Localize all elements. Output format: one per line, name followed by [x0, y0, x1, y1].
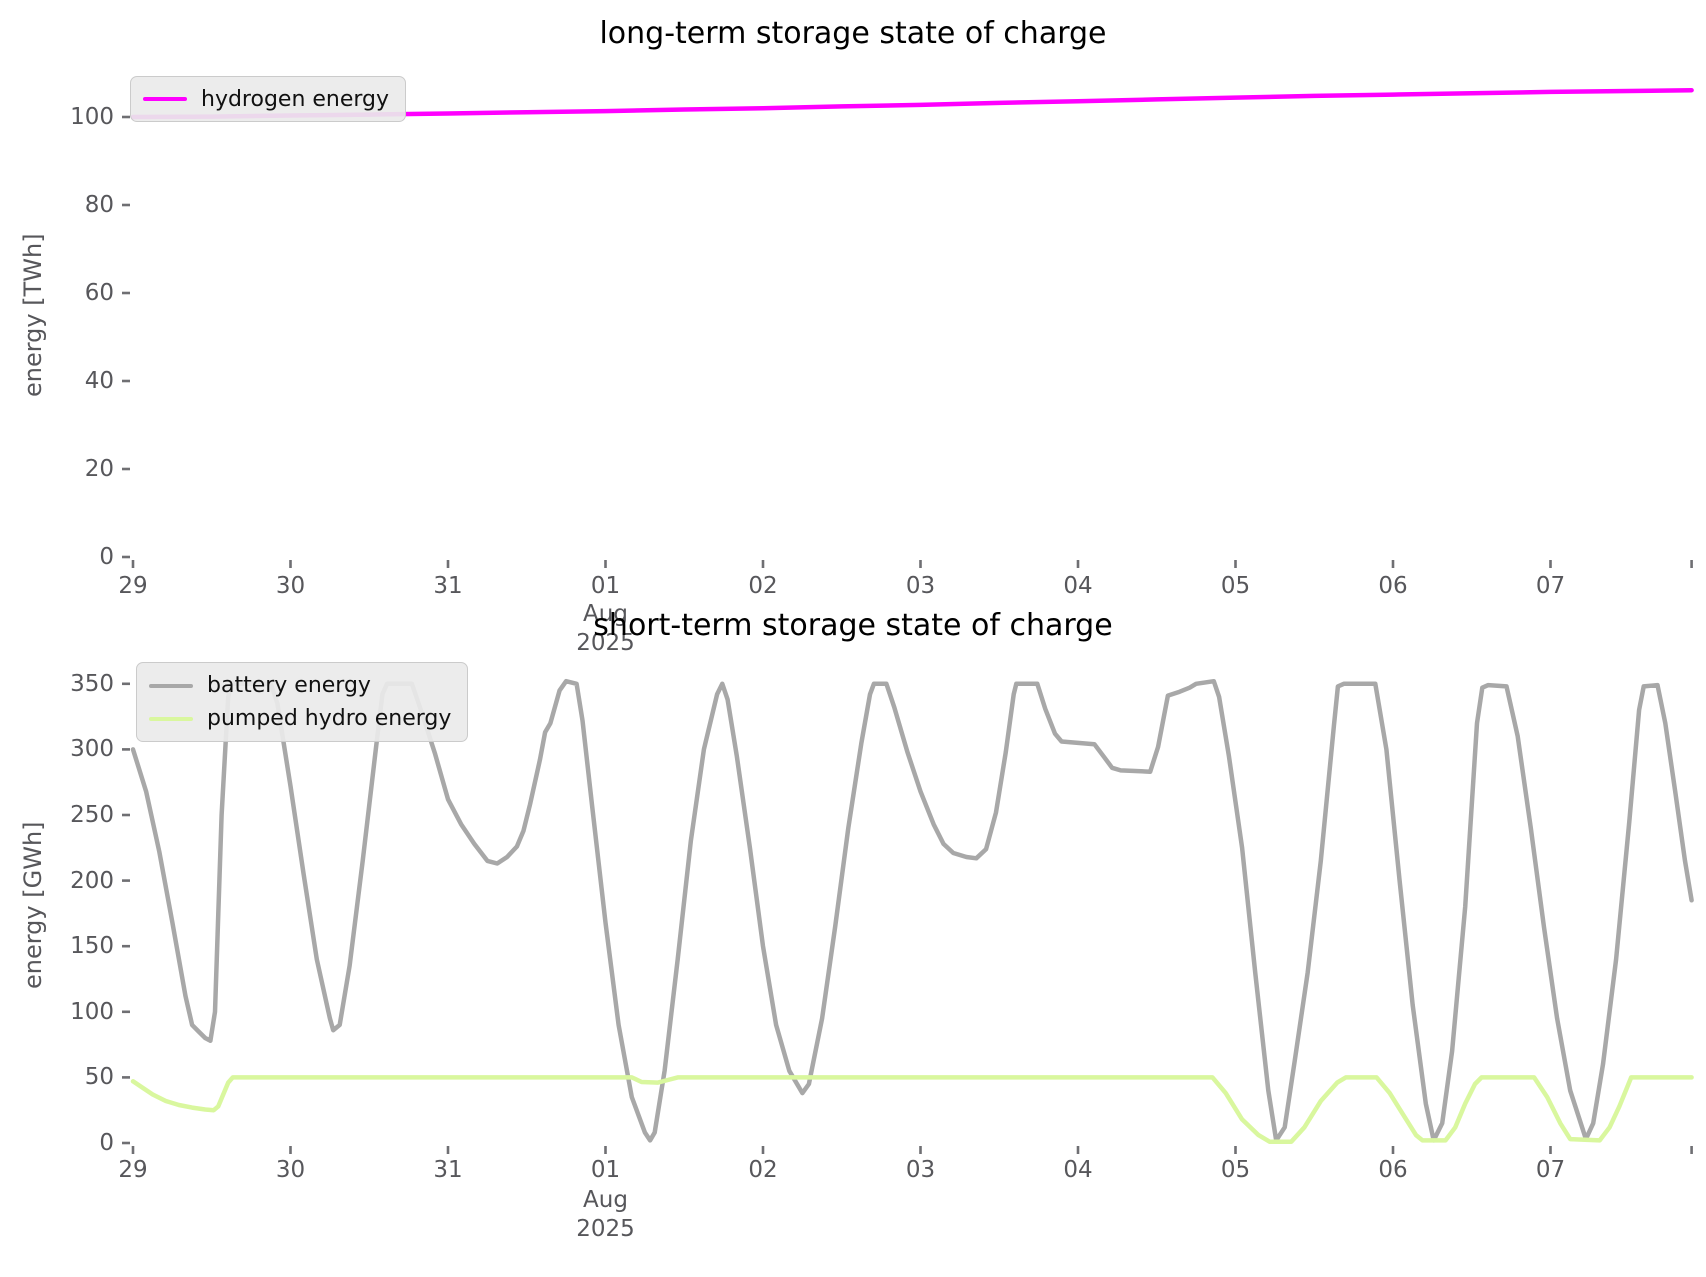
legend-item-pumped-hydro-energy: pumped hydro energy	[149, 706, 451, 731]
x-axis-month-label: Aug	[583, 1187, 628, 1213]
y-tick-label: 100	[70, 998, 114, 1025]
x-axis-year-label: 2025	[576, 630, 635, 656]
bottom-chart-title: short-term storage state of charge	[593, 608, 1113, 643]
x-axis-year-label: 2025	[576, 1216, 635, 1242]
legend-label: pumped hydro energy	[207, 706, 452, 731]
legend-item-hydrogen-energy: hydrogen energy	[143, 87, 389, 112]
x-tick-label: 30	[275, 1157, 306, 1183]
y-tick-label: 300	[70, 736, 114, 763]
x-tick-label: 31	[433, 573, 463, 599]
x-tick-label: 03	[905, 573, 936, 599]
legend-label: hydrogen energy	[201, 86, 390, 112]
bottom-chart-legend: battery energy pumped hydro energy	[136, 662, 469, 742]
hydrogen-energy-swatch	[143, 97, 187, 101]
x-tick-label: 05	[1220, 573, 1251, 599]
x-tick-label: 31	[433, 1157, 463, 1183]
x-tick-label: 01	[590, 1157, 621, 1183]
x-tick-label: 29	[118, 573, 148, 599]
x-tick-label: 06	[1378, 1157, 1408, 1183]
x-tick-label: 04	[1063, 573, 1093, 599]
y-tick-label: 150	[70, 933, 114, 960]
x-tick-label: 07	[1535, 1157, 1566, 1183]
top-y-axis-label: energy [TWh]	[19, 233, 47, 397]
x-tick-label: 06	[1378, 573, 1408, 599]
legend-label: battery energy	[207, 673, 371, 698]
x-tick-label: 29	[118, 1157, 148, 1183]
y-tick-label: 0	[99, 544, 114, 570]
x-tick-label: 01	[590, 573, 621, 599]
y-tick-label: 250	[70, 802, 114, 828]
y-tick-label: 0	[99, 1130, 114, 1156]
y-tick-label: 20	[84, 456, 114, 482]
bottom-y-axis-label: energy [GWh]	[19, 821, 47, 989]
pumped-hydro-energy-swatch	[149, 716, 193, 721]
x-axis-month-label: Aug	[583, 601, 628, 627]
legend-item-battery-energy: battery energy	[149, 673, 451, 698]
x-tick-label: 03	[905, 1157, 936, 1183]
x-tick-label: 02	[748, 1157, 778, 1183]
y-tick-label: 200	[70, 867, 114, 894]
x-tick-label: 04	[1063, 1157, 1093, 1183]
x-tick-label: 30	[275, 573, 306, 599]
y-tick-label: 100	[70, 104, 114, 130]
x-tick-label: 02	[748, 573, 778, 599]
x-tick-label: 07	[1535, 573, 1566, 599]
y-tick-label: 40	[84, 368, 114, 394]
battery-energy-line	[130, 678, 1694, 1143]
x-tick-label: 05	[1220, 1157, 1251, 1183]
y-tick-label: 50	[84, 1064, 114, 1091]
top-chart-title: long-term storage state of charge	[599, 16, 1107, 51]
battery-energy-swatch	[149, 683, 193, 688]
y-tick-label: 80	[84, 192, 114, 218]
y-tick-label: 60	[84, 280, 114, 306]
y-tick-label: 350	[70, 670, 114, 697]
pumped-hydro-energy-line	[130, 1075, 1694, 1144]
top-chart-legend: hydrogen energy	[130, 76, 407, 122]
